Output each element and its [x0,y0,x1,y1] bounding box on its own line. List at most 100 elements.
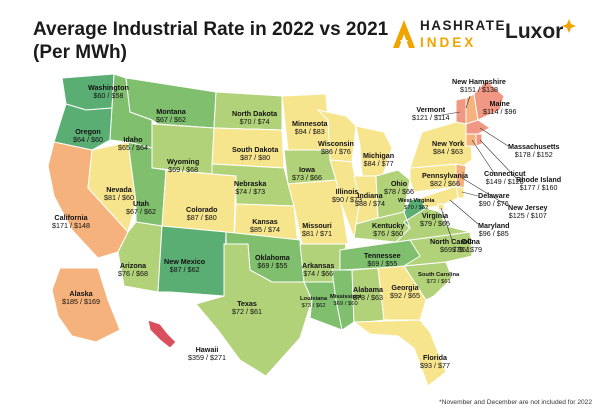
rate-separator: / [501,177,508,187]
state-name: New Mexico [164,257,206,266]
state-name: Nevada [106,185,132,194]
state-name: Minnesota [292,119,328,128]
state-rates: $149 / $128 [484,178,526,186]
state-rates: $82 / $66 [422,180,468,188]
rate-2021: $128 [507,177,524,187]
rate-2022: $69 [333,300,344,307]
rate-2022: $90 [478,199,491,209]
rate-2022: $64 [73,135,85,145]
state-name: Utah [133,199,149,208]
rate-2021: $152 [536,150,553,160]
state-name: Alabama [353,285,383,294]
state-label-ohio: Ohio $78 / $66 [384,179,414,197]
state-rates: $76 / $60 [372,230,404,238]
rate-separator: / [490,199,497,209]
state-label-connecticut: Connecticut $149 / $128 [484,169,526,187]
rate-separator: / [130,143,136,153]
state-shape-vermont [455,97,467,125]
state-label-rhode-island: Rhode Island $177 / $160 [516,175,561,193]
state-name: Massachusetts [508,142,560,151]
state-shape-new-mexico [157,225,227,297]
state-name: Illinois [335,187,359,196]
luxor-logo-text: Luxor [505,20,564,43]
rate-2021: $68 [186,165,199,175]
state-name: Indiana [357,191,383,200]
rate-2021: $61 [457,245,470,255]
state-name: Hawaii [195,345,219,354]
rate-separator: / [85,135,91,145]
state-name: Maine [489,99,510,108]
state-rates: $121 / $114 [412,114,449,122]
state-label-nevada: Nevada $81 / $60 [104,185,134,203]
rate-separator: / [244,307,250,317]
rate-2021: $55 [275,261,288,271]
rate-2021: $55 [385,259,398,269]
state-name: Louisiana [300,296,328,302]
state-rates: $114 / $96 [483,108,516,116]
state-rates: $73 / $66 [292,174,322,182]
state-label-nebraska: Nebraska $74 / $73 [234,179,266,197]
state-rates: $171 / $148 [52,222,90,230]
state-rates: $65 / $64 [118,144,148,152]
rate-separator: / [498,107,505,117]
state-rates: $70 / $74 [232,118,277,126]
state-name: Iowa [299,165,315,174]
footnote: *November and December are not included … [439,399,592,406]
state-rates: $69 / $55 [364,260,401,268]
state-rates: $69 / $60 [330,301,361,308]
rate-2022: $75 [452,245,464,255]
rate-2022: $177 [519,183,536,193]
state-name: Georgia [391,283,419,292]
state-rates: $125 / $107 [508,212,548,220]
state-label-michigan: Michigan $84 / $77 [363,151,394,169]
rate-2022: $86 [320,147,333,157]
rate-separator: / [464,245,470,255]
rate-2022: $72 [232,307,244,317]
rate-separator: / [262,225,268,235]
state-label-pennsylvania: Pennsylvania $82 / $66 [422,171,468,189]
state-label-new-jersey: New Jersey $125 / $107 [508,203,548,221]
rate-separator: / [441,179,448,189]
state-label-louisiana: Louisiana $73 / $62 [300,296,327,310]
state-label-south-carolina: South Carolina $72 / $61 [418,272,459,286]
rate-2021: $62 [174,115,186,125]
rate-separator: / [524,211,531,221]
rate-separator: / [78,297,84,307]
rate-separator: / [530,150,537,160]
state-label-maryland: Maryland $96 / $85 [478,221,510,239]
rate-2022: $121 [412,113,428,123]
rate-separator: / [311,302,316,309]
state-shape-hawaii [147,319,177,349]
state-shape-colorado [161,169,237,235]
state-label-new-hampshire: New Hampshire $151 / $138 [452,77,506,95]
state-rates: $178 / $152 [508,151,560,159]
state-name: Maryland [478,221,510,230]
index-logo-text: INDEX [420,35,477,50]
state-name: Connecticut [484,169,526,178]
state-name: New York [432,139,465,148]
state-name: Idaho [123,135,143,144]
rate-2021: $114 [434,113,450,123]
state-label-arkansas: Arkansas $74 / $66 [302,261,334,279]
state-rates: $72 / $61 [418,279,459,286]
rate-separator: / [436,278,442,285]
rate-2021: $66 [310,173,322,183]
state-name: North Carolina [430,237,480,246]
state-rates: $185 / $169 [62,298,100,306]
state-name: Mississippi [330,294,362,300]
rate-separator: / [332,147,339,157]
state-name: Oklahoma [255,253,290,262]
leader-line [465,95,471,109]
state-name: Delaware [478,191,510,200]
rate-2021: $60 [122,193,134,203]
rate-2022: $69 [257,261,270,271]
state-rates: $84 / $63 [432,148,464,156]
rate-separator: / [181,265,188,275]
state-rates: $67 / $62 [126,208,156,216]
state-rates: $151 / $138 [452,86,506,94]
state-rates: $88 / $74 [355,200,385,208]
rate-2022: $85 [250,225,262,235]
rate-separator: / [314,229,320,239]
rate-2021: $63 [451,147,464,157]
rate-2022: $81 [104,193,116,203]
